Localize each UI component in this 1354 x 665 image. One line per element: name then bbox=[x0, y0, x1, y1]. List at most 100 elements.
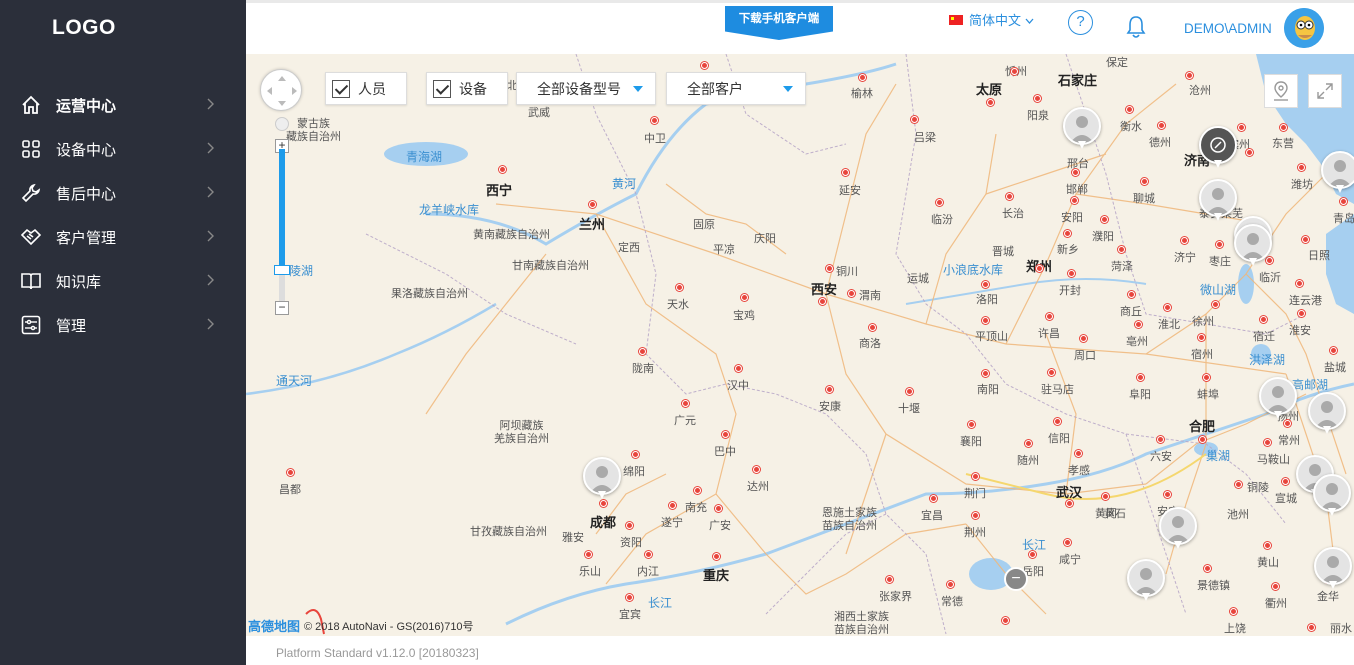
city-marker bbox=[1064, 230, 1071, 237]
customer-value: 全部客户 bbox=[687, 80, 743, 97]
personnel-marker[interactable] bbox=[1063, 107, 1101, 151]
personnel-marker[interactable] bbox=[1199, 179, 1237, 223]
city-label: 宜宾 bbox=[619, 609, 641, 621]
sidebar-item-devices[interactable]: 设备中心 bbox=[0, 127, 246, 171]
cluster-collapse-marker[interactable]: − bbox=[1004, 567, 1028, 591]
city-marker bbox=[1141, 178, 1148, 185]
city-label: 重庆 bbox=[703, 568, 730, 583]
city-label: 晋城 bbox=[992, 246, 1014, 258]
city-label: 日照 bbox=[1308, 250, 1330, 262]
city-label: 长治 bbox=[1002, 208, 1024, 220]
personnel-marker[interactable] bbox=[1259, 377, 1297, 421]
city-label: 运城 bbox=[907, 273, 929, 285]
grid-icon bbox=[20, 138, 42, 160]
customer-select[interactable]: 全部客户 bbox=[666, 72, 806, 105]
device-label: 设备 bbox=[459, 80, 487, 97]
zoom-slider[interactable]: + − bbox=[274, 117, 290, 319]
person-icon bbox=[590, 466, 614, 493]
user-name[interactable]: DEMO\ADMIN bbox=[1184, 21, 1272, 36]
city-label: 洛阳 bbox=[976, 294, 998, 306]
personnel-marker[interactable] bbox=[583, 457, 621, 501]
personnel-marker[interactable] bbox=[1314, 547, 1352, 591]
city-label: 阜阳 bbox=[1129, 389, 1151, 401]
prefecture-label: 湘西土家族 苗族自治州 bbox=[834, 611, 889, 636]
city-marker bbox=[906, 388, 913, 395]
personnel-marker[interactable] bbox=[1313, 474, 1351, 518]
chevron-right-icon bbox=[206, 97, 214, 115]
city-label: 菏泽 bbox=[1111, 261, 1133, 273]
avatar[interactable] bbox=[1284, 8, 1324, 48]
city-label: 金华 bbox=[1317, 591, 1339, 603]
city-label: 榆林 bbox=[851, 88, 873, 100]
sidebar-item-management[interactable]: 管理 bbox=[0, 303, 246, 347]
expand-icon bbox=[1317, 83, 1333, 99]
chevron-right-icon bbox=[206, 141, 214, 159]
city-label: 安康 bbox=[819, 401, 841, 413]
amap-logo: 高德地图 bbox=[248, 619, 301, 634]
lake-label: 小浪底水库 bbox=[943, 263, 1004, 277]
city-marker bbox=[1308, 624, 1315, 631]
notification-bell-icon[interactable] bbox=[1126, 15, 1146, 44]
city-marker bbox=[1034, 95, 1041, 102]
zoom-level-fill bbox=[279, 149, 285, 266]
city-marker bbox=[1071, 197, 1078, 204]
sidebar-item-customers[interactable]: 客户管理 bbox=[0, 215, 246, 259]
language-selector[interactable]: 简体中文 bbox=[949, 10, 1034, 29]
city-label: 资阳 bbox=[620, 537, 642, 549]
device-filter[interactable]: 设备 bbox=[426, 72, 508, 105]
city-marker bbox=[826, 265, 833, 272]
personnel-marker[interactable] bbox=[1308, 392, 1346, 436]
city-marker bbox=[819, 298, 826, 305]
city-label: 景德镇 bbox=[1197, 580, 1230, 592]
city-label: 驻马店 bbox=[1041, 384, 1074, 396]
sidebar-item-operations[interactable]: 运营中心 bbox=[0, 83, 246, 127]
book-icon bbox=[20, 270, 42, 292]
download-app-banner[interactable]: 下载手机客户端 bbox=[725, 6, 833, 40]
prefecture-label: 黄南藏族自治州 bbox=[473, 229, 550, 241]
personnel-marker[interactable] bbox=[1234, 224, 1272, 268]
sidebar-item-label: 售后中心 bbox=[56, 185, 117, 203]
city-marker bbox=[1054, 418, 1061, 425]
city-label: 陇南 bbox=[632, 363, 654, 375]
pan-arrows-icon bbox=[267, 76, 297, 106]
personnel-checkbox[interactable] bbox=[332, 79, 350, 98]
zoom-locate-icon[interactable] bbox=[275, 117, 289, 131]
device-model-select[interactable]: 全部设备型号 bbox=[516, 72, 656, 105]
sidebar-item-after-sales[interactable]: 售后中心 bbox=[0, 171, 246, 215]
city-marker bbox=[1199, 436, 1206, 443]
city-marker bbox=[1137, 374, 1144, 381]
city-marker bbox=[1264, 542, 1271, 549]
chevron-right-icon bbox=[206, 229, 214, 247]
map-view[interactable]: 西宁 兰州 西安 太原 石家庄 郑州 成都 重庆 武汉 合肥 济南 青海湖 黄河… bbox=[246, 54, 1354, 636]
device-cluster-marker[interactable] bbox=[1199, 126, 1237, 170]
help-button[interactable]: ? bbox=[1068, 10, 1093, 35]
personnel-marker[interactable] bbox=[1159, 507, 1197, 551]
city-marker bbox=[1298, 310, 1305, 317]
personnel-marker[interactable] bbox=[1127, 559, 1165, 603]
city-marker bbox=[1064, 539, 1071, 546]
city-marker bbox=[1046, 313, 1053, 320]
city-label: 十堰 bbox=[898, 403, 920, 415]
city-marker bbox=[651, 117, 658, 124]
person-icon bbox=[1206, 188, 1230, 215]
locate-button[interactable] bbox=[1264, 74, 1298, 108]
fullscreen-button[interactable] bbox=[1308, 74, 1342, 108]
sidebar-item-knowledge[interactable]: 知识库 bbox=[0, 259, 246, 303]
personnel-marker[interactable] bbox=[1321, 151, 1354, 195]
city-label: 张家界 bbox=[879, 591, 912, 603]
city-marker bbox=[982, 317, 989, 324]
zoom-out-button[interactable]: − bbox=[275, 301, 289, 315]
map-pan-control[interactable] bbox=[260, 69, 302, 111]
personnel-filter[interactable]: 人员 bbox=[325, 72, 407, 105]
city-label: 枣庄 bbox=[1209, 256, 1231, 268]
city-label: 庆阳 bbox=[754, 233, 776, 245]
city-label: 黄冈 bbox=[1095, 508, 1117, 520]
city-label: 昌都 bbox=[279, 484, 301, 496]
city-label: 池州 bbox=[1227, 509, 1249, 521]
zoom-handle[interactable] bbox=[274, 265, 290, 275]
device-checkbox[interactable] bbox=[433, 79, 451, 98]
city-label: 汉中 bbox=[727, 380, 749, 392]
city-marker bbox=[1181, 237, 1188, 244]
city-marker bbox=[626, 522, 633, 529]
city-marker bbox=[1246, 149, 1253, 156]
